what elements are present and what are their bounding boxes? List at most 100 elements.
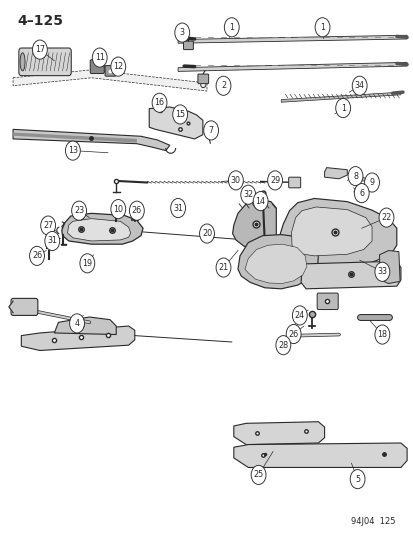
Circle shape [224,18,239,37]
FancyBboxPatch shape [316,293,337,310]
Text: 5: 5 [354,475,359,483]
Text: 19: 19 [82,259,92,268]
Polygon shape [278,198,396,268]
Text: 23: 23 [74,206,84,215]
Circle shape [199,224,214,243]
Circle shape [374,262,389,281]
Circle shape [111,199,126,219]
Circle shape [378,208,393,227]
Circle shape [29,246,44,265]
Text: 6: 6 [358,189,363,198]
Text: 11: 11 [95,53,104,62]
Circle shape [349,470,364,489]
Circle shape [335,99,350,118]
Circle shape [129,201,144,220]
Polygon shape [21,326,135,351]
Polygon shape [178,62,406,71]
Circle shape [170,198,185,217]
Text: 94J04  125: 94J04 125 [351,517,395,526]
Circle shape [45,231,59,251]
FancyBboxPatch shape [183,41,193,50]
Circle shape [351,76,366,95]
Text: 17: 17 [35,45,45,54]
Polygon shape [324,167,347,179]
Text: 4–125: 4–125 [17,14,63,28]
Polygon shape [149,107,202,139]
FancyBboxPatch shape [19,48,71,76]
Circle shape [354,183,368,203]
Circle shape [111,57,126,76]
Text: 14: 14 [255,197,265,206]
Circle shape [292,306,306,325]
Text: 26: 26 [32,252,42,260]
Polygon shape [379,251,399,284]
Text: 8: 8 [352,172,357,181]
Text: 7: 7 [208,126,213,135]
Text: 33: 33 [376,268,387,276]
Text: 27: 27 [43,221,53,230]
Text: 9: 9 [368,178,374,187]
Text: 25: 25 [253,471,263,479]
Polygon shape [13,133,137,143]
Text: 1: 1 [229,23,234,32]
Text: 31: 31 [47,237,57,246]
FancyBboxPatch shape [90,60,104,74]
Circle shape [174,23,189,42]
Circle shape [216,76,230,95]
Circle shape [374,325,389,344]
Circle shape [253,191,268,211]
Text: 29: 29 [269,176,280,185]
Text: 16: 16 [154,98,164,107]
Circle shape [92,48,107,67]
Circle shape [267,171,282,190]
FancyBboxPatch shape [11,298,38,316]
Text: 1: 1 [319,23,324,32]
Circle shape [347,166,362,185]
Polygon shape [13,70,206,91]
Text: 12: 12 [113,62,123,71]
Text: 3: 3 [179,28,184,37]
Circle shape [32,40,47,59]
Circle shape [240,185,255,204]
Circle shape [172,105,187,124]
FancyBboxPatch shape [205,129,212,135]
Text: 26: 26 [131,206,142,215]
Polygon shape [62,213,143,244]
Text: 20: 20 [202,229,211,238]
Text: 30: 30 [230,176,240,185]
Circle shape [364,173,379,192]
Text: 22: 22 [380,213,391,222]
Text: 15: 15 [175,110,185,119]
Polygon shape [178,35,406,43]
Text: 18: 18 [376,330,387,339]
Text: 4: 4 [74,319,79,328]
Text: 28: 28 [278,341,288,350]
FancyBboxPatch shape [105,66,116,76]
Polygon shape [9,301,13,313]
Text: 13: 13 [68,146,78,155]
Circle shape [69,314,84,333]
FancyBboxPatch shape [288,177,300,188]
Circle shape [65,141,80,160]
Polygon shape [233,422,324,445]
Polygon shape [54,317,116,335]
Circle shape [152,93,166,112]
Text: 34: 34 [354,81,364,90]
Circle shape [80,254,95,273]
Circle shape [40,216,55,235]
Circle shape [71,201,86,220]
FancyBboxPatch shape [197,74,208,84]
Text: 2: 2 [221,81,225,90]
Text: 32: 32 [242,190,253,199]
Polygon shape [232,199,275,248]
Text: 21: 21 [218,263,228,272]
Circle shape [275,336,290,355]
Circle shape [216,258,230,277]
Text: 24: 24 [294,311,304,320]
Circle shape [203,121,218,140]
Polygon shape [233,443,406,467]
Circle shape [314,18,329,37]
Polygon shape [244,244,306,284]
Polygon shape [280,92,400,102]
Circle shape [251,465,266,484]
